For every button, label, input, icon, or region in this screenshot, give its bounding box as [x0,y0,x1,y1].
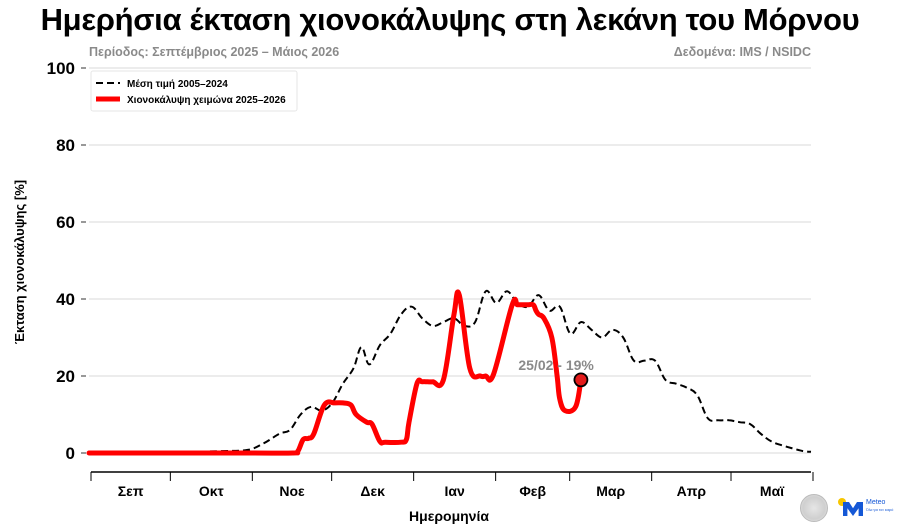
y-tick-label: 60 [56,213,75,232]
gridlines [89,67,811,454]
y-axis: 0 20 40 60 80 100 [47,59,86,463]
latest-value-annotation: 25/02 - 19% [518,357,594,373]
x-axis: Σεπ Οκτ Νοε Δεκ Ιαν Φεβ Μαρ Απρ Μαϊ [90,471,814,499]
y-tick-label: 0 [66,444,75,463]
y-tick-label: 100 [47,59,75,78]
meteo-logo-subtext: Όλα για τον καιρό [866,508,894,512]
month-label: Μαρ [596,483,625,499]
month-label: Απρ [677,483,707,499]
month-label: Δεκ [360,483,385,499]
winter-2025-2026-line [86,289,584,456]
month-label: Μαϊ [760,483,785,499]
month-label: Νοε [279,483,305,499]
latest-value-marker [573,372,589,388]
mean-2005-2024-line [88,289,812,455]
x-axis-label: Ημερομηνία [409,508,489,524]
meteo-m-icon [843,502,863,516]
legend-mean-label: Μέση τιμή 2005–2024 [127,79,228,90]
month-label: Φεβ [519,483,546,499]
legend: Μέση τιμή 2005–2024 Χιονοκάλυψη χειμώνα … [90,70,298,112]
y-tick-label: 20 [56,367,75,386]
y-tick-label: 80 [56,136,75,155]
university-seal-logo [800,494,828,522]
data-source-subtitle: Δεδομένα: IMS / NSIDC [673,45,811,59]
legend-current-label: Χιονοκάλυψη χειμώνα 2025–2026 [127,95,286,106]
y-tick-label: 40 [56,290,75,309]
meteo-logo-text: Meteo [866,499,886,506]
month-label: Σεπ [118,483,144,499]
meteo-logo: Meteo Όλα για τον καιρό [838,498,898,520]
y-axis-label: Έκταση χιονοκάλυψης [%] [12,180,27,344]
month-label: Ιαν [444,483,464,499]
meteo-sun-icon [838,498,846,506]
chart-title: Ημερήσια έκταση χιονοκάλυψης στη λεκάνη … [40,2,860,37]
month-label: Οκτ [199,483,225,499]
period-subtitle: Περίοδος: Σεπτέμβριος 2025 – Μάιος 2026 [89,45,340,59]
